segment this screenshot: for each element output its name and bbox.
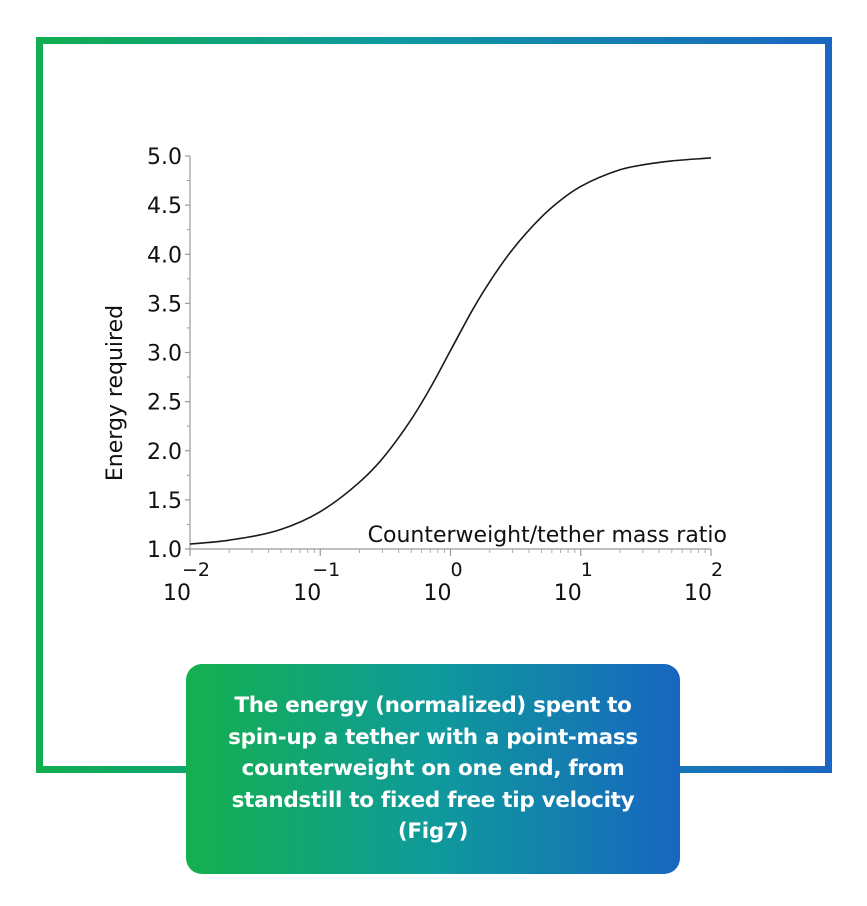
caption-box: The energy (normalized) spent to spin-up… [186, 664, 680, 874]
x-tick-label: 10 [163, 581, 191, 606]
x-tick-label: 10 [293, 581, 321, 606]
x-tick-exponent: 2 [711, 559, 723, 581]
x-tick-exponent: 0 [450, 559, 462, 581]
x-axis-label: Counterweight/tether mass ratio [368, 523, 727, 548]
x-tick-exponent: 1 [581, 559, 593, 581]
x-tick-exponent: −2 [182, 559, 210, 581]
y-tick-label: 5.0 [147, 145, 182, 170]
y-axis: 1.0 1.5 2.0 2.5 3.0 3.5 4.0 4.5 5.0 [147, 145, 191, 563]
y-tick-label: 2.5 [147, 391, 182, 416]
series-line [189, 157, 712, 545]
x-tick-label: 10 [684, 581, 712, 606]
x-tick-label: 10 [424, 581, 452, 606]
caption-text: The energy (normalized) spent to spin-up… [228, 693, 638, 845]
y-tick-label: 4.0 [147, 243, 182, 268]
x-tick-exponent: −1 [312, 559, 340, 581]
y-tick-label: 2.0 [147, 440, 182, 465]
y-tick-label: 3.5 [147, 292, 182, 317]
x-tick-label: 10 [554, 581, 582, 606]
y-tick-label: 4.5 [147, 194, 182, 219]
series-layer [189, 157, 712, 545]
y-tick-label: 3.0 [147, 342, 182, 367]
y-tick-label: 1.0 [147, 538, 182, 563]
y-tick-label: 1.5 [147, 489, 182, 514]
y-axis-label: Energy required [103, 305, 128, 481]
gradient-frame [36, 37, 832, 773]
